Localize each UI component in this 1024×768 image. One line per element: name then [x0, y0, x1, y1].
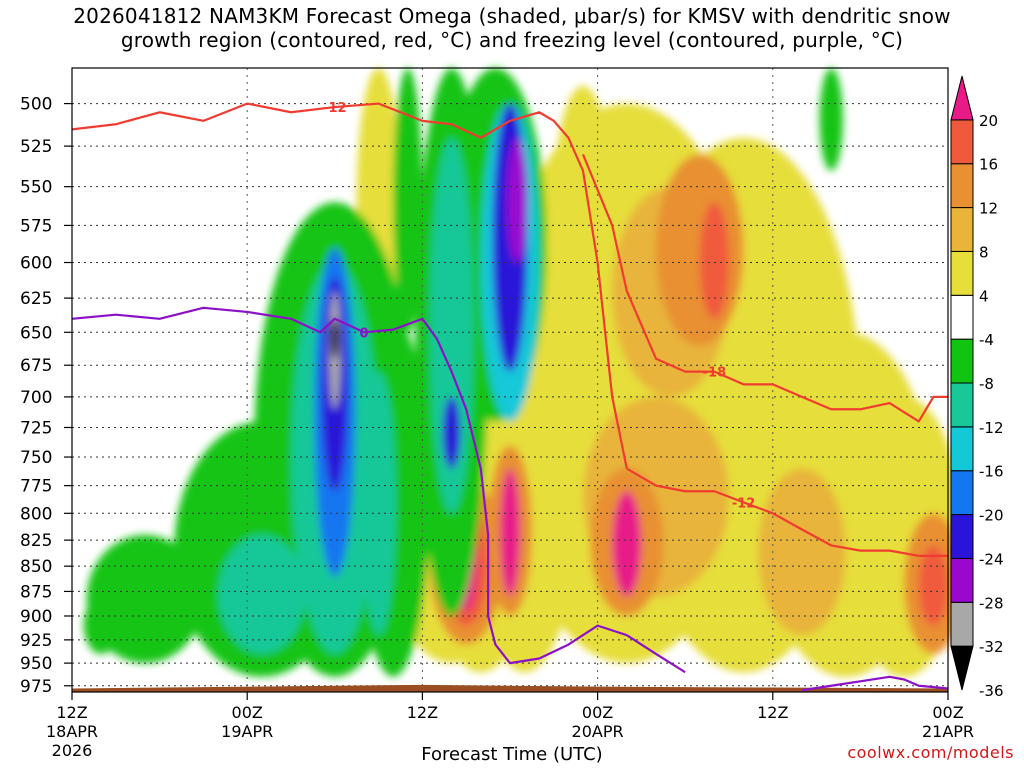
colorbar-swatch-8 — [950, 294, 974, 340]
y-tick-label-875: 875 — [20, 582, 52, 602]
omega-shade--8-30 — [393, 68, 423, 333]
y-tick-label-850: 850 — [20, 557, 52, 577]
y-tick-label-550: 550 — [20, 178, 52, 198]
y-tick-label-600: 600 — [20, 254, 52, 274]
x-tick-label-12-0: 00Z — [232, 703, 263, 722]
contour-3 — [71, 306, 686, 674]
colorbar-label-6: -8 — [979, 375, 994, 393]
contour-2 — [581, 153, 948, 423]
colorbar-label-11: -28 — [979, 594, 1004, 612]
y-tick-label-800: 800 — [20, 504, 52, 524]
contour-4 — [801, 675, 949, 692]
contour-label-2: -18 — [703, 366, 727, 381]
omega-shade--8-31 — [819, 68, 843, 171]
omega-shade--8-28 — [83, 596, 119, 654]
y-tick-label-650: 650 — [20, 323, 52, 343]
omega-shade--36-44 — [330, 318, 339, 359]
colorbar-swatch-2 — [950, 557, 974, 603]
y-tick-label-825: 825 — [20, 531, 52, 551]
colorbar-swatch-4 — [950, 470, 974, 516]
chart-title: 2026041812 NAM3KM Forecast Omega (shaded… — [0, 4, 1024, 52]
y-tick-label-900: 900 — [20, 607, 52, 627]
contour-0 — [71, 102, 628, 469]
omega-shade--28-41 — [507, 137, 528, 263]
y-tick-label-975: 975 — [20, 677, 52, 697]
colorbar-swatch-9 — [950, 250, 974, 296]
y-tick-label-925: 925 — [20, 631, 52, 651]
omega-shade-20-20 — [499, 468, 521, 597]
contour-label-0: -12 — [323, 101, 347, 116]
colorbar-swatch-6 — [950, 382, 974, 428]
colorbar-label-1: 16 — [979, 156, 998, 174]
colorbar-label-12: -32 — [979, 638, 1004, 656]
y-tick-label-675: 675 — [20, 356, 52, 376]
omega-shade--24-42 — [442, 396, 461, 469]
colorbar-label-0: 20 — [979, 112, 998, 130]
y-tick-label-775: 775 — [20, 477, 52, 497]
colorbar-label-8: -16 — [979, 463, 1004, 481]
colorbar-swatch-0 — [950, 645, 974, 691]
colorbar-label-9: -20 — [979, 507, 1004, 525]
plot-frame — [71, 67, 949, 693]
title-line-1: 2026041812 NAM3KM Forecast Omega (shaded… — [73, 4, 951, 28]
colorbar-label-5: -4 — [979, 331, 994, 349]
omega-shade-16-22 — [918, 545, 949, 626]
y-tick-label-625: 625 — [20, 289, 52, 309]
y-tick-label-500: 500 — [20, 95, 52, 115]
credit-link[interactable]: coolwx.com/models — [847, 743, 1014, 762]
colorbar-swatch-10 — [950, 207, 974, 252]
x-tick-label-36-1: 20APR — [572, 722, 624, 741]
x-axis-label: Forecast Time (UTC) — [421, 744, 603, 765]
y-tick-label-750: 750 — [20, 448, 52, 468]
x-tick-label-12-1: 19APR — [221, 722, 273, 741]
omega-shade-12-11 — [656, 154, 744, 346]
omega-shade-16-12 — [699, 202, 730, 319]
contour-label-3: 0 — [359, 326, 368, 341]
colorbar-label-4: 4 — [979, 287, 989, 305]
colorbar-label-10: -24 — [979, 550, 1004, 568]
y-tick-label-575: 575 — [20, 216, 52, 236]
colorbar-label-13: -36 — [979, 682, 1004, 700]
colorbar-swatch-1 — [950, 601, 974, 647]
y-tick-label-725: 725 — [20, 418, 52, 438]
colorbar-label-7: -12 — [979, 419, 1004, 437]
y-tick-label-525: 525 — [20, 137, 52, 157]
colorbar-swatch-12 — [950, 119, 974, 165]
contour-label-1: -12 — [732, 496, 756, 511]
colorbar-swatch-7 — [950, 338, 974, 384]
contour-1 — [626, 467, 948, 557]
x-tick-label-60-1: 21APR — [922, 722, 974, 741]
colorbar-swatch-11 — [950, 163, 974, 209]
omega-shade--12-34 — [361, 371, 397, 636]
colorbar-swatch-5 — [950, 426, 974, 472]
colorbar-swatch-3 — [950, 514, 974, 559]
x-tick-label-0-2: 2026 — [52, 741, 93, 760]
x-tick-label-60-0: 00Z — [932, 703, 963, 722]
x-tick-label-0-1: 18APR — [46, 722, 98, 741]
title-line-2: growth region (contoured, red, °C) and f… — [120, 28, 904, 52]
x-tick-label-24-0: 12Z — [407, 703, 438, 722]
y-tick-label-700: 700 — [20, 388, 52, 408]
x-tick-label-0-0: 12Z — [56, 703, 87, 722]
omega-shade--12-37 — [217, 534, 306, 654]
y-tick-label-950: 950 — [20, 654, 52, 674]
x-tick-label-48-0: 12Z — [757, 703, 788, 722]
terrain-surface — [72, 684, 948, 692]
x-tick-label-36-0: 00Z — [582, 703, 613, 722]
colorbar-label-3: 8 — [979, 243, 989, 261]
omega-shade--12-35 — [429, 137, 474, 514]
omega-shade-8-23 — [758, 468, 846, 636]
colorbar-swatch-13 — [950, 75, 974, 121]
colorbar-label-2: 12 — [979, 200, 998, 218]
omega-shade-20-15 — [612, 491, 642, 597]
